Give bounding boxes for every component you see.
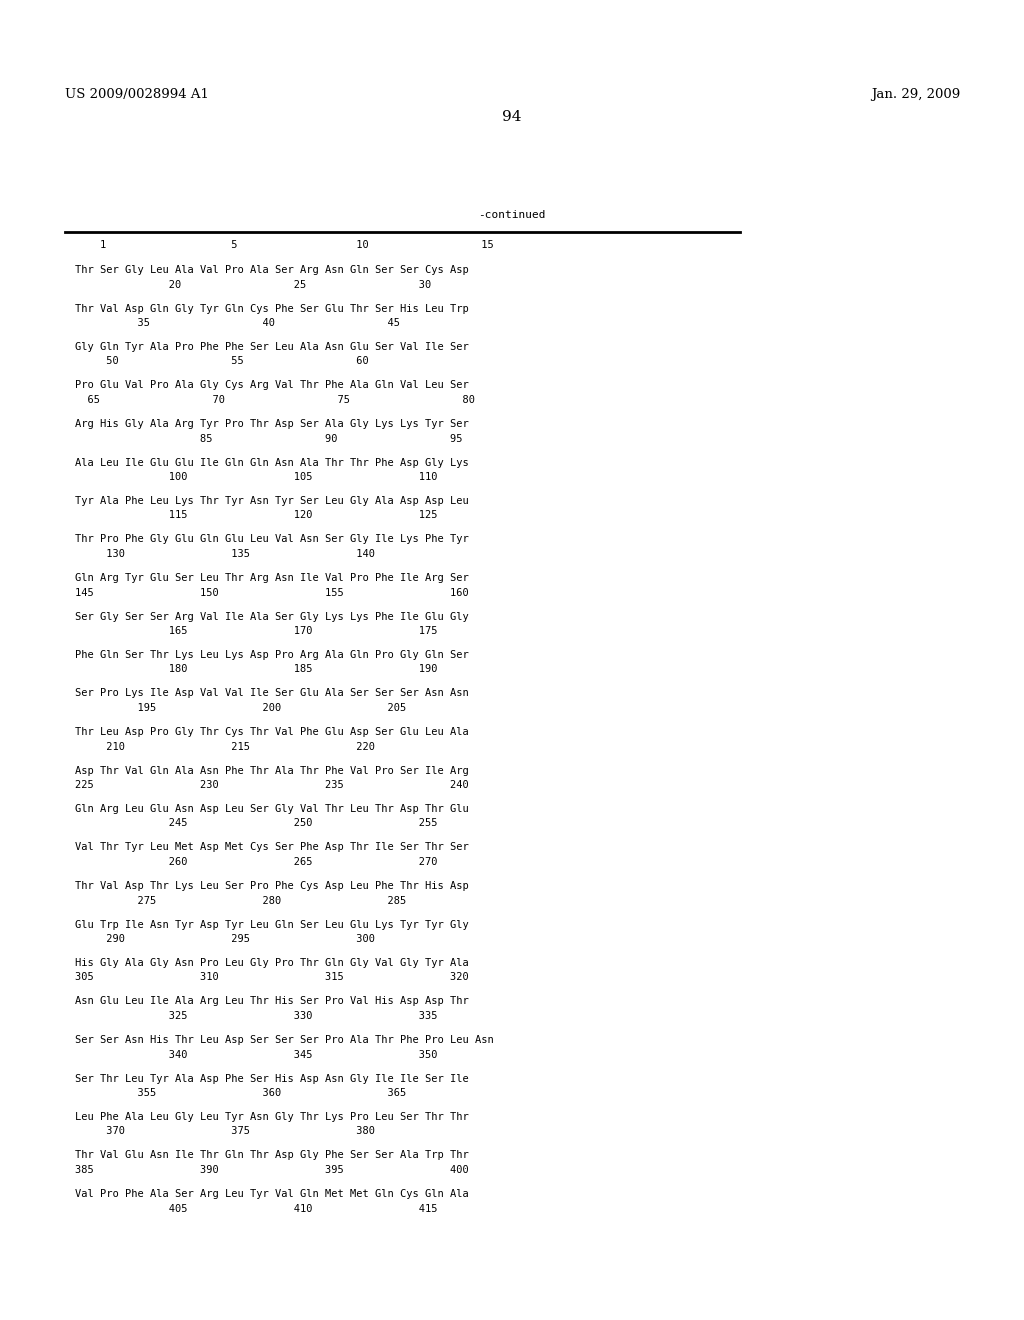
Text: 210                 215                 220: 210 215 220 [75,742,375,751]
Text: 325                 330                 335: 325 330 335 [75,1011,437,1020]
Text: Thr Ser Gly Leu Ala Val Pro Ala Ser Arg Asn Gln Ser Ser Cys Asp: Thr Ser Gly Leu Ala Val Pro Ala Ser Arg … [75,265,469,275]
Text: Ser Thr Leu Tyr Ala Asp Phe Ser His Asp Asn Gly Ile Ile Ser Ile: Ser Thr Leu Tyr Ala Asp Phe Ser His Asp … [75,1073,469,1084]
Text: 355                 360                 365: 355 360 365 [75,1088,407,1098]
Text: 340                 345                 350: 340 345 350 [75,1049,437,1060]
Text: 245                 250                 255: 245 250 255 [75,818,437,829]
Text: Gln Arg Tyr Glu Ser Leu Thr Arg Asn Ile Val Pro Phe Ile Arg Ser: Gln Arg Tyr Glu Ser Leu Thr Arg Asn Ile … [75,573,469,583]
Text: 405                 410                 415: 405 410 415 [75,1204,437,1213]
Text: -continued: -continued [478,210,546,220]
Text: 290                 295                 300: 290 295 300 [75,935,375,944]
Text: 1                    5                   10                  15: 1 5 10 15 [75,240,494,249]
Text: Val Pro Phe Ala Ser Arg Leu Tyr Val Gln Met Met Gln Cys Gln Ala: Val Pro Phe Ala Ser Arg Leu Tyr Val Gln … [75,1189,469,1199]
Text: Asn Glu Leu Ile Ala Arg Leu Thr His Ser Pro Val His Asp Asp Thr: Asn Glu Leu Ile Ala Arg Leu Thr His Ser … [75,997,469,1006]
Text: Ser Pro Lys Ile Asp Val Val Ile Ser Glu Ala Ser Ser Ser Asn Asn: Ser Pro Lys Ile Asp Val Val Ile Ser Glu … [75,689,469,698]
Text: Arg His Gly Ala Arg Tyr Pro Thr Asp Ser Ala Gly Lys Lys Tyr Ser: Arg His Gly Ala Arg Tyr Pro Thr Asp Ser … [75,418,469,429]
Text: Glu Trp Ile Asn Tyr Asp Tyr Leu Gln Ser Leu Glu Lys Tyr Tyr Gly: Glu Trp Ile Asn Tyr Asp Tyr Leu Gln Ser … [75,920,469,929]
Text: 275                 280                 285: 275 280 285 [75,895,407,906]
Text: Thr Leu Asp Pro Gly Thr Cys Thr Val Phe Glu Asp Ser Glu Leu Ala: Thr Leu Asp Pro Gly Thr Cys Thr Val Phe … [75,727,469,737]
Text: 305                 310                 315                 320: 305 310 315 320 [75,973,469,982]
Text: Ser Gly Ser Ser Arg Val Ile Ala Ser Gly Lys Lys Phe Ile Glu Gly: Ser Gly Ser Ser Arg Val Ile Ala Ser Gly … [75,611,469,622]
Text: 225                 230                 235                 240: 225 230 235 240 [75,780,469,789]
Text: 180                 185                 190: 180 185 190 [75,664,437,675]
Text: Gly Gln Tyr Ala Pro Phe Phe Ser Leu Ala Asn Glu Ser Val Ile Ser: Gly Gln Tyr Ala Pro Phe Phe Ser Leu Ala … [75,342,469,352]
Text: US 2009/0028994 A1: US 2009/0028994 A1 [65,88,209,102]
Text: Thr Val Asp Gln Gly Tyr Gln Cys Phe Ser Glu Thr Ser His Leu Trp: Thr Val Asp Gln Gly Tyr Gln Cys Phe Ser … [75,304,469,314]
Text: Thr Val Glu Asn Ile Thr Gln Thr Asp Gly Phe Ser Ser Ala Trp Thr: Thr Val Glu Asn Ile Thr Gln Thr Asp Gly … [75,1151,469,1160]
Text: 260                 265                 270: 260 265 270 [75,857,437,867]
Text: 35                  40                  45: 35 40 45 [75,318,400,327]
Text: Tyr Ala Phe Leu Lys Thr Tyr Asn Tyr Ser Leu Gly Ala Asp Asp Leu: Tyr Ala Phe Leu Lys Thr Tyr Asn Tyr Ser … [75,496,469,506]
Text: 195                 200                 205: 195 200 205 [75,704,407,713]
Text: Gln Arg Leu Glu Asn Asp Leu Ser Gly Val Thr Leu Thr Asp Thr Glu: Gln Arg Leu Glu Asn Asp Leu Ser Gly Val … [75,804,469,814]
Text: Asp Thr Val Gln Ala Asn Phe Thr Ala Thr Phe Val Pro Ser Ile Arg: Asp Thr Val Gln Ala Asn Phe Thr Ala Thr … [75,766,469,776]
Text: Jan. 29, 2009: Jan. 29, 2009 [870,88,961,102]
Text: Thr Val Asp Thr Lys Leu Ser Pro Phe Cys Asp Leu Phe Thr His Asp: Thr Val Asp Thr Lys Leu Ser Pro Phe Cys … [75,880,469,891]
Text: 94: 94 [502,110,522,124]
Text: 115                 120                 125: 115 120 125 [75,511,437,520]
Text: Leu Phe Ala Leu Gly Leu Tyr Asn Gly Thr Lys Pro Leu Ser Thr Thr: Leu Phe Ala Leu Gly Leu Tyr Asn Gly Thr … [75,1111,469,1122]
Text: 65                  70                  75                  80: 65 70 75 80 [75,395,475,405]
Text: 50                  55                  60: 50 55 60 [75,356,369,367]
Text: Ala Leu Ile Glu Glu Ile Gln Gln Asn Ala Thr Thr Phe Asp Gly Lys: Ala Leu Ile Glu Glu Ile Gln Gln Asn Ala … [75,458,469,467]
Text: 145                 150                 155                 160: 145 150 155 160 [75,587,469,598]
Text: 370                 375                 380: 370 375 380 [75,1126,375,1137]
Text: 100                 105                 110: 100 105 110 [75,473,437,482]
Text: 85                  90                  95: 85 90 95 [75,433,463,444]
Text: Ser Ser Asn His Thr Leu Asp Ser Ser Ser Pro Ala Thr Phe Pro Leu Asn: Ser Ser Asn His Thr Leu Asp Ser Ser Ser … [75,1035,494,1045]
Text: 165                 170                 175: 165 170 175 [75,626,437,636]
Text: Thr Pro Phe Gly Glu Gln Glu Leu Val Asn Ser Gly Ile Lys Phe Tyr: Thr Pro Phe Gly Glu Gln Glu Leu Val Asn … [75,535,469,544]
Text: 130                 135                 140: 130 135 140 [75,549,375,558]
Text: Val Thr Tyr Leu Met Asp Met Cys Ser Phe Asp Thr Ile Ser Thr Ser: Val Thr Tyr Leu Met Asp Met Cys Ser Phe … [75,842,469,853]
Text: Pro Glu Val Pro Ala Gly Cys Arg Val Thr Phe Ala Gln Val Leu Ser: Pro Glu Val Pro Ala Gly Cys Arg Val Thr … [75,380,469,391]
Text: 385                 390                 395                 400: 385 390 395 400 [75,1166,469,1175]
Text: Phe Gln Ser Thr Lys Leu Lys Asp Pro Arg Ala Gln Pro Gly Gln Ser: Phe Gln Ser Thr Lys Leu Lys Asp Pro Arg … [75,649,469,660]
Text: 20                  25                  30: 20 25 30 [75,280,431,289]
Text: His Gly Ala Gly Asn Pro Leu Gly Pro Thr Gln Gly Val Gly Tyr Ala: His Gly Ala Gly Asn Pro Leu Gly Pro Thr … [75,958,469,968]
